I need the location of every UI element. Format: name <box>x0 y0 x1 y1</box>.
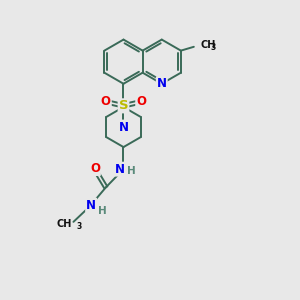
Text: N: N <box>86 199 96 212</box>
Text: O: O <box>136 95 146 108</box>
Text: O: O <box>90 162 100 175</box>
Text: N: N <box>115 163 125 176</box>
Text: H: H <box>128 166 136 176</box>
Text: 3: 3 <box>77 222 82 231</box>
Text: 3: 3 <box>210 43 215 52</box>
Text: S: S <box>119 99 128 112</box>
Text: O: O <box>101 95 111 108</box>
Text: CH: CH <box>57 219 72 229</box>
Text: N: N <box>157 77 167 90</box>
Text: H: H <box>98 206 106 216</box>
Text: N: N <box>118 121 128 134</box>
Text: CH: CH <box>201 40 216 50</box>
